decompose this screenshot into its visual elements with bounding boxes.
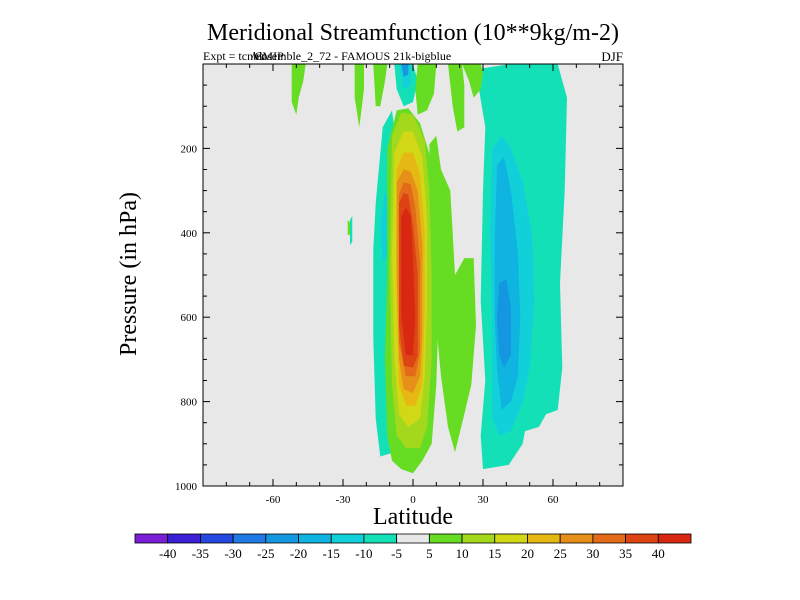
colorbar-label: 40	[652, 546, 665, 561]
colorbar-swatch	[232, 533, 267, 544]
colorbar-swatch	[200, 533, 234, 544]
colorbar: -40 -35 -30 -25 -20 -15 -10 -5 5 10 15 20 25 30 35 40	[134, 533, 692, 561]
colorbar-swatch	[265, 533, 299, 544]
contour-sh-upper-green-1	[291, 64, 306, 115]
season-label: DJF	[601, 49, 623, 64]
colorbar-label: 35	[619, 546, 632, 561]
colorbar-swatch	[428, 533, 463, 544]
colorbar-swatch	[592, 533, 626, 544]
y-axis-label: Pressure (in hPa)	[116, 192, 142, 356]
colorbar-label: -15	[323, 546, 340, 561]
colorbar-label: 25	[554, 546, 567, 561]
colorbar-swatch	[625, 533, 659, 544]
subtitle-right: ensemble_2_72 - FAMOUS 21k-bigblue	[256, 49, 451, 63]
contour-nh-lower-green	[429, 135, 476, 453]
y-tick-label: 200	[181, 143, 198, 155]
contour-tropical-upper-green	[462, 64, 483, 98]
colorbar-swatch	[657, 533, 692, 544]
contour-sh-thin-negative	[350, 215, 353, 246]
colorbar-label: 30	[586, 546, 599, 561]
x-tick-label: 30	[478, 494, 490, 506]
colorbar-label: -25	[257, 546, 274, 561]
contour-upper-negative-core	[401, 64, 409, 77]
chart-subtitle: Expt = tcnbk/CMIPensemble_2_72 - FAMOUS …	[203, 49, 451, 63]
colorbar-label: 10	[456, 546, 469, 561]
colorbar-swatch	[396, 533, 430, 544]
colorbar-label: 15	[488, 546, 501, 561]
y-tick-label: 600	[181, 312, 198, 324]
colorbar-label: -10	[355, 546, 372, 561]
colorbar-swatch	[494, 533, 528, 544]
colorbar-label: -35	[192, 546, 209, 561]
colorbar-swatch	[134, 533, 169, 544]
colorbar-swatch	[330, 533, 365, 544]
x-axis-label: Latitude	[373, 504, 453, 530]
x-tick-label: -30	[336, 494, 351, 506]
subtitle-left: Expt = tcnbk	[203, 49, 265, 63]
axes: -60 -30 0 30 60 200 400 600 800 1000	[175, 63, 624, 506]
contour-main-cell-40	[401, 207, 416, 356]
colorbar-swatch	[461, 533, 496, 544]
x-tick-label: -60	[266, 494, 281, 506]
colorbar-label: -30	[224, 546, 241, 561]
contour-upper-equator-green	[415, 64, 437, 115]
colorbar-swatch	[527, 533, 561, 544]
contour-nh-negative-core	[497, 279, 511, 368]
colorbar-label: 5	[426, 546, 433, 561]
y-tick-label: 400	[181, 228, 198, 240]
colorbar-label: 20	[521, 546, 534, 561]
y-tick-label: 800	[181, 397, 198, 409]
colorbar-swatch	[559, 533, 594, 544]
y-tick-label: 1000	[175, 481, 198, 493]
colorbar-label: -40	[159, 546, 176, 561]
contour-nh-upper-green	[448, 64, 465, 132]
subtitle-overlap: /CMIP	[251, 49, 284, 63]
colorbar-swatch	[167, 533, 201, 544]
colorbar-label: -20	[290, 546, 307, 561]
x-tick-label: 60	[548, 494, 560, 506]
contour-sh-upper-green-3	[373, 64, 388, 107]
chart-title: Meridional Streamfunction (10**9kg/m-2)	[207, 20, 619, 46]
colorbar-label: -5	[391, 546, 402, 561]
colorbar-swatch	[298, 533, 332, 544]
contour-sh-thin-green	[347, 220, 350, 235]
contour-sh-upper-green-2	[354, 64, 364, 128]
x-tick-label: 0	[410, 494, 416, 506]
plot-area	[203, 64, 623, 486]
colorbar-swatch	[363, 533, 398, 544]
